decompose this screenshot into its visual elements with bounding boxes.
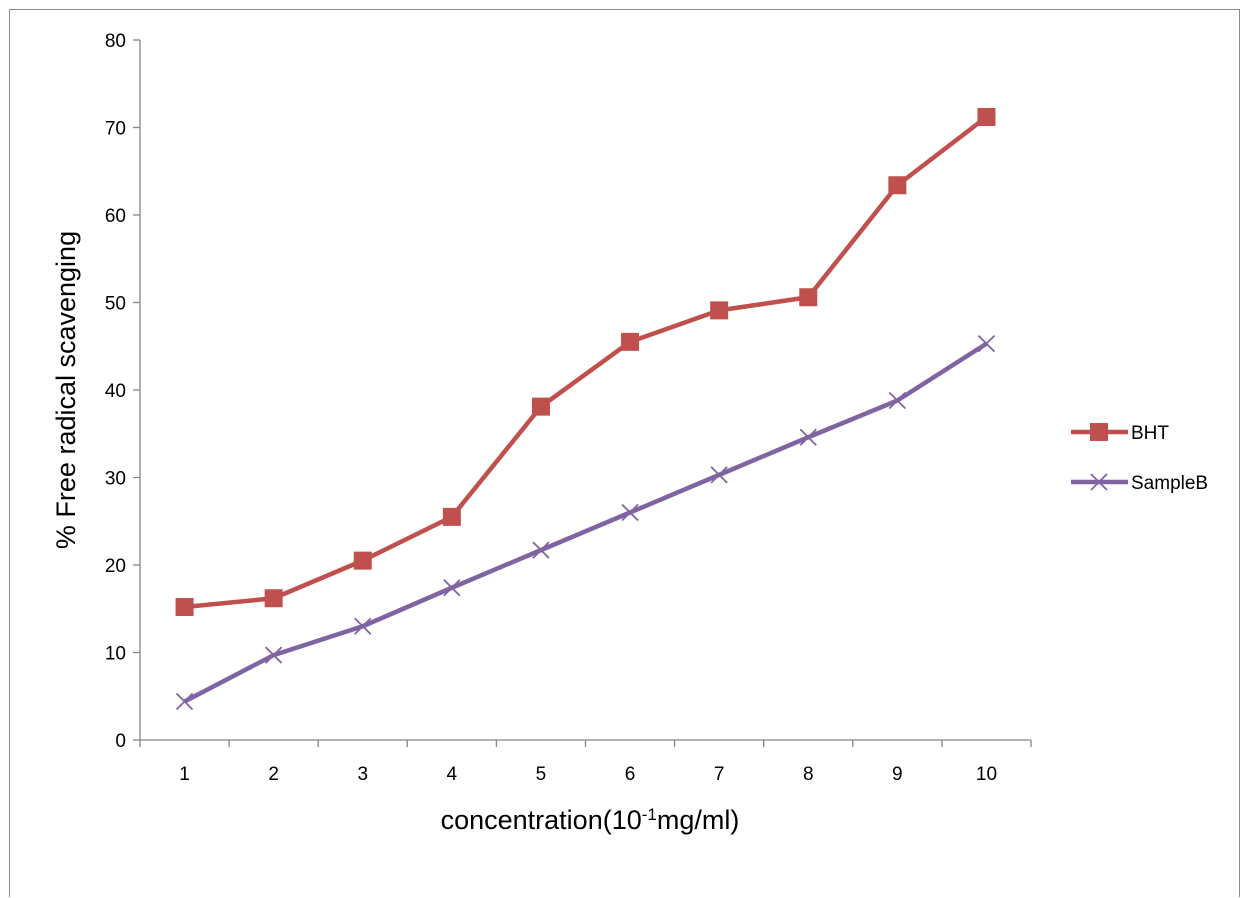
x-axis-title-main: concentration(10: [441, 805, 642, 835]
y-tick-label: 50: [105, 294, 126, 315]
data-point-sampleb: [621, 503, 639, 522]
series-sampleb: [175, 334, 996, 711]
x-tick-label: 4: [447, 764, 458, 785]
data-point-bht: [888, 176, 907, 195]
data-point-bht: [531, 397, 550, 416]
y-tick-label: 10: [105, 644, 126, 665]
legend-label-bht: BHT: [1131, 423, 1169, 444]
data-point-bht: [799, 288, 818, 307]
legend-marker-bht: [1090, 423, 1108, 441]
x-tick-label: 2: [268, 764, 279, 785]
data-point-bht: [264, 589, 283, 608]
x-axis-title-superscript: -1: [642, 805, 657, 824]
y-tick-label: 20: [105, 556, 126, 577]
x-axis-title: concentration(10-1mg/ml): [441, 805, 740, 836]
data-point-sampleb: [710, 466, 728, 484]
data-point-sampleb: [265, 646, 283, 664]
y-tick-label: 0: [115, 731, 126, 752]
data-point-sampleb: [799, 428, 817, 446]
series-line-sampleb: [183, 341, 988, 704]
data-point-bht: [710, 301, 729, 320]
x-tick-label: 9: [892, 764, 903, 785]
x-tick-label: 5: [536, 764, 547, 785]
data-point-sampleb: [977, 334, 996, 353]
y-tick-label: 70: [105, 119, 126, 140]
y-tick-label: 60: [105, 206, 126, 227]
chart-frame: [9, 9, 1240, 897]
x-tick-label: 10: [976, 764, 997, 785]
data-point-bht: [353, 551, 372, 570]
legend-label-sampleb: SampleB: [1131, 473, 1208, 494]
y-tick-label: 30: [105, 469, 126, 490]
x-axis: 1 2 3 4 5 6 7 8 9 10: [139, 739, 1032, 785]
series-line-bht: [184, 115, 988, 610]
data-point-bht: [977, 108, 996, 126]
data-point-sampleb: [175, 692, 194, 711]
data-point-sampleb: [888, 391, 906, 410]
data-point-bht: [442, 507, 461, 526]
data-point-sampleb: [443, 579, 461, 597]
x-tick-label: 6: [625, 764, 636, 785]
data-point-bht: [621, 332, 640, 351]
x-tick-label: 7: [714, 764, 725, 785]
series-layer: [175, 108, 996, 711]
legend: BHT SampleB: [1071, 423, 1208, 494]
x-tick-label: 1: [179, 764, 190, 785]
data-point-sampleb: [354, 617, 372, 635]
legend-marker-sampleb: [1090, 473, 1108, 491]
x-tick-label: 3: [357, 764, 368, 785]
y-tick-label: 80: [105, 31, 126, 52]
y-tick-label: 40: [105, 381, 126, 402]
y-axis: 0 10 20 30 40 50 60 70 80: [105, 31, 141, 752]
data-point-bht: [175, 598, 194, 616]
y-axis-title: % Free radical scavenging: [51, 231, 81, 549]
x-axis-title-suffix: mg/ml): [657, 805, 740, 835]
series-bht: [175, 108, 996, 616]
x-tick-label: 8: [803, 764, 814, 785]
data-point-sampleb: [532, 541, 550, 559]
